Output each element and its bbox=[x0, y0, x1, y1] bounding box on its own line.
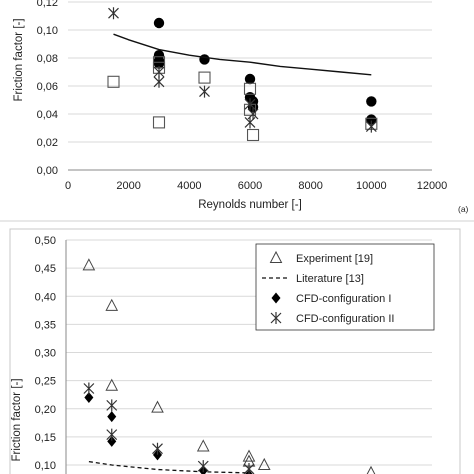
legend-label: Experiment [19] bbox=[296, 253, 373, 265]
panel-a-data-point bbox=[365, 120, 377, 133]
panel-a-data-point bbox=[153, 17, 165, 29]
panel-a-data-point bbox=[199, 54, 210, 65]
panel-a-y-tick-label: 0,06 bbox=[37, 81, 58, 93]
panel-b-literature-line bbox=[88, 460, 250, 474]
panel-b-y-tick-label: 0,45 bbox=[35, 263, 56, 275]
panel-b-y-tick-labels: 0,10 0,15 0,20 0,25 0,30 0,35 0,40 0,45 0,50 bbox=[35, 235, 56, 472]
panel-a-y-tick-label: 0,12 bbox=[37, 0, 58, 9]
panel-a-y-tick-label: 0,10 bbox=[37, 25, 58, 37]
panel-a-data-point bbox=[152, 116, 166, 129]
panel-b-data-point bbox=[105, 298, 119, 311]
legend-label: Literature [13] bbox=[296, 273, 364, 285]
panel-a-data-point bbox=[153, 75, 165, 88]
panel-a-gridlines bbox=[68, 1, 432, 143]
panel-b-data-point bbox=[82, 258, 96, 271]
panel-b-data-point bbox=[83, 382, 95, 395]
panel-b-data-point bbox=[197, 460, 209, 473]
panel-b-y-tick-label: 0,20 bbox=[35, 404, 56, 416]
legend-items: Experiment [19] Literature [13] CFD-config… bbox=[262, 250, 394, 325]
panel-b-data-point bbox=[106, 399, 118, 412]
panel-b-y-tick-label: 0,15 bbox=[35, 432, 56, 444]
panel-b-data-point bbox=[151, 400, 164, 413]
panel-a-y-tick-label: 0,00 bbox=[37, 165, 58, 177]
legend-swatch bbox=[270, 312, 282, 324]
panel-b-data-point bbox=[105, 378, 119, 391]
panel-b-data-point bbox=[107, 411, 117, 423]
panel-a-x-tick-label: 6000 bbox=[238, 180, 262, 192]
panel-b-data-point bbox=[243, 462, 255, 474]
panel-b-y-tick-label: 0,40 bbox=[35, 291, 56, 303]
legend-swatch bbox=[271, 292, 281, 304]
panel-a-data-point bbox=[366, 96, 377, 107]
panel-a-data-point bbox=[247, 108, 259, 120]
panel-a-x-tick-label: 0 bbox=[65, 180, 71, 192]
panel-a-data-point bbox=[108, 7, 119, 20]
panel-a-x-tick-labels: 0 2000 4000 6000 8000 10000 12000 bbox=[65, 180, 447, 192]
panel-b-data-point bbox=[152, 442, 163, 455]
panel-b-y-axis-title: Friction factor [-] bbox=[11, 378, 23, 461]
panel-a-x-tick-label: 2000 bbox=[116, 180, 140, 192]
panel-b-data-point bbox=[153, 449, 162, 461]
panel-b-y-tick-label: 0,25 bbox=[35, 376, 56, 388]
panel-a-data-point bbox=[244, 98, 256, 111]
panel-b-data-point bbox=[366, 465, 376, 474]
panel-a-x-tick-label: 4000 bbox=[177, 180, 201, 192]
panel-a-chart: 0,00 0,02 0,04 0,06 0,08 0,10 0,12 0 2000 4000 60… bbox=[13, 0, 469, 214]
panel-a-x-tick-label: 12000 bbox=[417, 180, 448, 192]
panel-a-data-point bbox=[198, 71, 211, 84]
panel-a-x-tick-label: 10000 bbox=[356, 180, 387, 192]
panel-a-y-axis-title: Friction factor [-] bbox=[13, 18, 25, 101]
panel-a-data-point bbox=[366, 114, 377, 125]
panel-a-y-tick-label: 0,08 bbox=[37, 53, 58, 65]
panel-b-y-tick-label: 0,10 bbox=[35, 460, 56, 472]
panel-b-data-marks bbox=[82, 258, 376, 474]
panel-a-y-tick-label: 0,04 bbox=[37, 109, 58, 121]
legend-label: CFD-configuration I bbox=[296, 293, 391, 305]
panel-a-data-point bbox=[244, 73, 256, 85]
panel-a-data-point bbox=[153, 58, 165, 69]
panel-b-data-point bbox=[106, 428, 118, 441]
panel-a-label: (a) bbox=[458, 204, 469, 214]
panel-b-y-tick-label: 0,50 bbox=[35, 235, 56, 247]
panel-b-data-point bbox=[84, 392, 94, 403]
legend-label: CFD-configuration II bbox=[296, 313, 394, 325]
panel-a-y-tick-labels: 0,00 0,02 0,04 0,06 0,08 0,10 0,12 bbox=[37, 0, 58, 177]
legend-box bbox=[255, 243, 435, 331]
panel-a-data-point bbox=[199, 85, 210, 98]
panel-b-data-point bbox=[107, 435, 117, 447]
panel-b-frame bbox=[9, 228, 461, 474]
panel-b-y-tick-label: 0,30 bbox=[35, 348, 56, 360]
panel-a-trend-line bbox=[113, 33, 372, 76]
panel-a-data-point bbox=[243, 82, 257, 95]
panel-b-chart: 0,10 0,15 0,20 0,25 0,30 0,35 0,40 0,45 0,50 Fri… bbox=[9, 228, 461, 474]
panel-b-data-point bbox=[257, 457, 271, 470]
panel-a-x-tick-label: 8000 bbox=[298, 180, 322, 192]
panel-b-data-point bbox=[242, 449, 256, 462]
legend-swatch bbox=[269, 250, 283, 263]
panel-b-y-tick-label: 0,35 bbox=[35, 319, 56, 331]
panel-b-data-point bbox=[196, 439, 210, 452]
panel-a-data-point bbox=[246, 128, 260, 142]
panel-a-y-tick-label: 0,02 bbox=[37, 137, 58, 149]
panel-b-legend: Experiment [19] Literature [13] CFD-config… bbox=[255, 243, 435, 331]
panel-a-x-axis-title: Reynolds number [-] bbox=[198, 199, 302, 211]
panel-a-data-marks bbox=[107, 7, 378, 142]
panel-a-data-point bbox=[107, 75, 120, 88]
